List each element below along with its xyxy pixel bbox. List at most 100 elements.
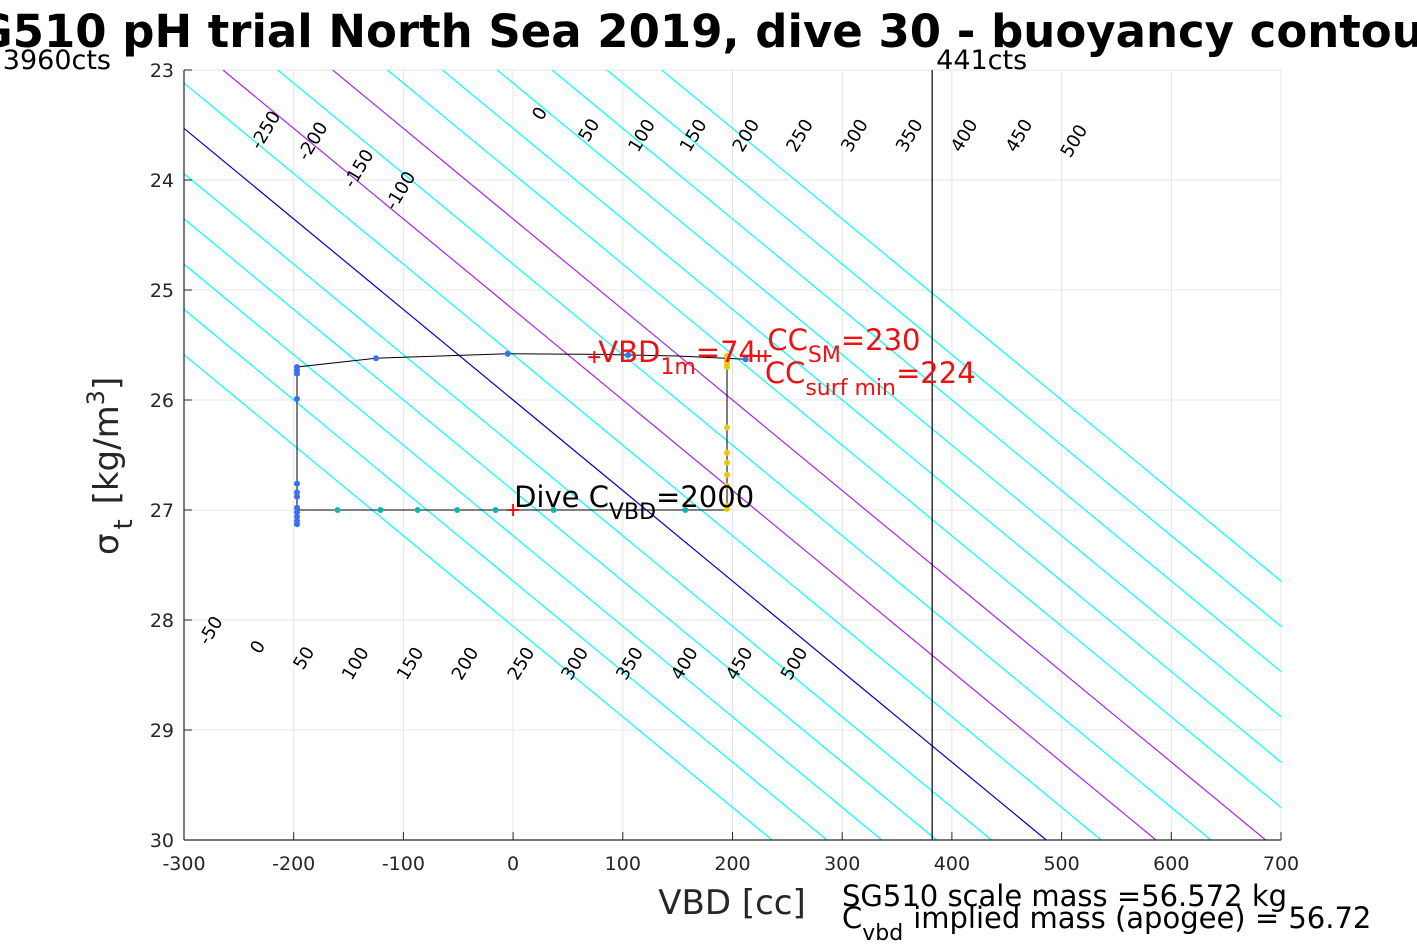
data-point-teal (550, 507, 557, 513)
contour-line (222, 70, 1157, 840)
x-tick-label: -300 (162, 853, 205, 875)
chart-title: SG510 pH trial North Sea 2019, dive 30 -… (0, 5, 1417, 58)
data-point-yellow (724, 353, 731, 359)
contour-label: 100 (624, 116, 660, 156)
dive-trace (296, 353, 746, 511)
red-plus-marker (588, 351, 601, 364)
contour-label: 0 (528, 103, 552, 124)
data-point-teal (682, 507, 689, 513)
y-tick-label: 26 (150, 390, 174, 412)
contour-line (184, 353, 773, 840)
contour-label: 250 (504, 644, 540, 684)
contour-label: 350 (612, 644, 648, 684)
contour-label: 350 (892, 116, 928, 156)
red-plus-marker (752, 350, 765, 362)
contour-label: 150 (393, 644, 429, 684)
y-tick-label: 29 (150, 720, 174, 742)
contour-line (184, 263, 883, 840)
data-points (293, 350, 749, 528)
data-point-blue (504, 350, 511, 357)
data-point-yellow (724, 505, 731, 512)
x-tick-label: -100 (382, 853, 425, 875)
data-point-blue (293, 509, 300, 516)
x-axis-label: VBD [cc] (658, 883, 806, 923)
y-tick-label: 28 (150, 610, 174, 632)
implied-mass-text: Cvbd implied mass (apogee) = 56.72 (842, 901, 1371, 945)
vbd-max-limit-label: 441cts (936, 45, 1027, 76)
contour-line (184, 308, 828, 840)
axes: -300 -200 -100 0 100 200 300 400 500 600 700232425… (150, 60, 1299, 875)
y-tick-label: 27 (150, 500, 174, 522)
x-tick-label: 300 (824, 853, 860, 875)
contour-label: -100 (381, 168, 420, 214)
y-axis-label: σt [kg/m3] (82, 377, 139, 555)
red-plus-marker (507, 504, 520, 516)
contour-label: 0 (246, 637, 270, 658)
contour-label: -200 (293, 118, 332, 164)
contour-line (184, 82, 1102, 840)
cc-sm-annotation: CCSM=230 (767, 323, 920, 368)
buoyancy-contours (184, 70, 1281, 840)
x-tick-label: 600 (1153, 853, 1189, 875)
data-point-yellow (724, 449, 731, 456)
contour-line (184, 218, 937, 840)
contour-line (277, 70, 1212, 840)
data-point-yellow (724, 471, 731, 478)
contour-label: -150 (340, 146, 379, 192)
vbd-min-limit-label: 3960cts (3, 45, 111, 76)
data-point-blue (372, 355, 379, 362)
contour-label: 450 (722, 644, 758, 684)
contour-label: 500 (777, 644, 813, 684)
data-point-blue (293, 521, 300, 528)
data-point-blue (293, 395, 300, 402)
data-point-yellow (724, 459, 731, 466)
data-point-yellow (724, 364, 731, 370)
contour-line (606, 70, 1281, 628)
dive-trace-line (296, 353, 746, 511)
x-tick-label: 0 (507, 853, 519, 875)
data-point-yellow (724, 482, 731, 489)
contour-label: 200 (448, 644, 484, 684)
contour-line (184, 127, 1047, 840)
data-point-teal (454, 507, 461, 513)
contour-line (661, 70, 1281, 582)
x-tick-label: 400 (934, 853, 970, 875)
dive-c-vbd-annotation: Dive CVBD=2000 (514, 480, 754, 525)
data-point-blue (293, 489, 300, 496)
data-point-blue (293, 370, 300, 377)
data-point-blue (625, 351, 632, 358)
cc-surf-min-annotation: CCsurf min=224 (765, 356, 976, 401)
data-point-teal (334, 507, 341, 513)
data-point-teal (492, 507, 499, 513)
contour-label: 400 (667, 644, 703, 684)
contour-line (441, 70, 1281, 763)
red-markers (507, 350, 772, 516)
y-tick-label: 30 (150, 830, 174, 852)
y-tick-label: 23 (150, 60, 174, 82)
contour-label: 300 (557, 644, 593, 684)
data-point-blue (293, 493, 300, 500)
scale-mass-text: SG510 scale mass =56.572 kg (842, 879, 1287, 913)
grid (183, 69, 1282, 841)
x-tick-label: 700 (1263, 853, 1299, 875)
contour-label: 50 (575, 115, 605, 145)
contour-line (387, 70, 1281, 809)
vbd-1m-annotation: VBD1m=74 (598, 335, 757, 380)
contour-label: 100 (338, 644, 374, 684)
data-point-blue (742, 356, 749, 363)
data-point-blue (293, 513, 300, 520)
contour-label: 150 (676, 116, 712, 156)
x-tick-label: -200 (272, 853, 315, 875)
data-point-blue (293, 480, 300, 487)
contour-label: -50 (194, 613, 227, 649)
contour-label: 250 (782, 116, 818, 156)
data-point-teal (377, 507, 384, 513)
x-tick-label: 100 (605, 853, 641, 875)
data-point-teal (414, 507, 421, 513)
y-tick-label: 24 (150, 170, 174, 192)
x-tick-label: 500 (1043, 853, 1079, 875)
contour-label: 450 (1002, 116, 1038, 156)
contour-line (551, 70, 1281, 673)
